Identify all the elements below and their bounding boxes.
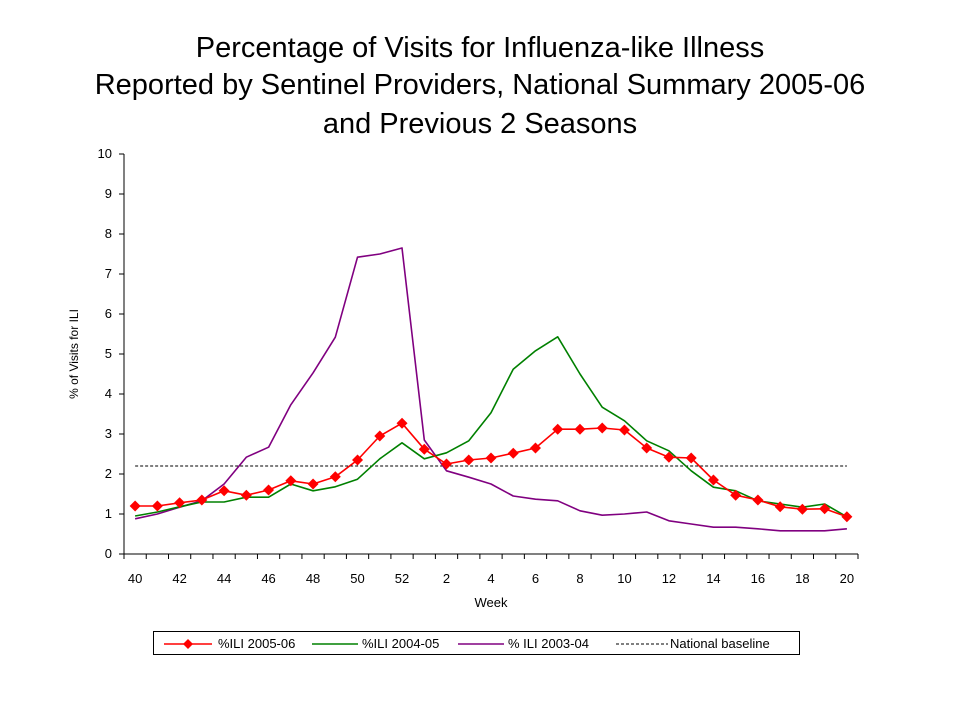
legend-label-2005-06: %ILI 2005-06 [218, 636, 296, 651]
x-tick-label: 2 [443, 571, 450, 586]
data-point-marker [485, 452, 497, 464]
y-tick-label: 10 [98, 146, 112, 161]
data-point-marker [552, 423, 564, 435]
y-tick-label: 7 [105, 266, 112, 281]
chart-title-line-3: and Previous 2 Seasons [322, 108, 638, 140]
data-point-marker [263, 484, 275, 496]
series-line-2 [134, 247, 847, 532]
chart-legend: %ILI 2005-06 %ILI 2004-05 % ILI 2003-04 … [153, 631, 800, 655]
x-tick-label: 4 [487, 571, 494, 586]
series-line-0 [135, 422, 848, 518]
data-point-marker [352, 454, 364, 466]
data-point-marker [796, 503, 808, 515]
data-point-marker [396, 417, 408, 429]
x-tick-label: 18 [795, 571, 809, 586]
data-point-marker [196, 494, 208, 506]
x-tick-label: 40 [128, 571, 142, 586]
legend-swatch-2004-05 [312, 643, 358, 645]
legend-swatch-baseline [616, 643, 668, 645]
data-point-marker [285, 475, 297, 487]
y-tick-label: 2 [105, 466, 112, 481]
y-tick-label: 6 [105, 306, 112, 321]
chart-title-line-2: Reported by Sentinel Providers, National… [94, 69, 866, 101]
x-tick-label: 42 [172, 571, 186, 586]
y-tick-label: 3 [105, 426, 112, 441]
data-point-marker [618, 424, 630, 436]
data-point-marker [240, 489, 252, 501]
data-point-marker [151, 500, 163, 512]
data-point-marker [329, 471, 341, 483]
data-point-marker [774, 501, 786, 513]
legend-label-2004-05: %ILI 2004-05 [362, 636, 440, 651]
chart-title-line-1: Percentage of Visits for Influenza-like … [195, 32, 765, 64]
x-tick-label: 12 [662, 571, 676, 586]
data-point-marker [529, 442, 541, 454]
data-point-marker [507, 447, 519, 459]
data-point-marker [374, 430, 386, 442]
legend-label-baseline: National baseline [670, 636, 770, 651]
x-tick-label: 10 [617, 571, 631, 586]
data-point-marker [819, 503, 831, 515]
data-point-marker [663, 451, 675, 463]
data-point-marker [129, 500, 141, 512]
series-line-1 [134, 335, 848, 518]
data-point-marker [641, 442, 653, 454]
legend-swatch-2005-06 [164, 639, 212, 649]
y-tick-label: 8 [105, 226, 112, 241]
data-point-marker [707, 474, 719, 486]
legend-label-2003-04: % ILI 2003-04 [508, 636, 589, 651]
data-point-marker [218, 485, 230, 497]
data-point-marker [841, 511, 853, 523]
data-point-marker [307, 478, 319, 490]
data-point-marker [463, 454, 475, 466]
y-tick-label: 9 [105, 186, 112, 201]
data-point-marker [418, 443, 430, 455]
x-tick-label: 52 [395, 571, 409, 586]
data-point-marker [174, 497, 186, 509]
data-point-marker [730, 489, 742, 501]
x-tick-label: 46 [261, 571, 275, 586]
x-axis-title: Week [475, 595, 508, 610]
legend-swatch-2003-04 [458, 643, 504, 645]
data-point-marker [596, 422, 608, 434]
data-point-marker [574, 423, 586, 435]
data-point-marker [441, 458, 453, 470]
y-tick-label: 5 [105, 346, 112, 361]
y-axis-title: % of Visits for ILI [67, 309, 81, 399]
y-tick-label: 4 [105, 386, 112, 401]
x-tick-label: 50 [350, 571, 364, 586]
x-tick-label: 8 [576, 571, 583, 586]
x-tick-label: 6 [532, 571, 539, 586]
x-tick-label: 48 [306, 571, 320, 586]
data-point-marker [752, 494, 764, 506]
x-tick-label: 44 [217, 571, 231, 586]
data-point-marker [685, 452, 697, 464]
x-tick-label: 16 [751, 571, 765, 586]
y-tick-label: 0 [105, 546, 112, 561]
y-tick-label: 1 [105, 506, 112, 521]
x-tick-label: 14 [706, 571, 720, 586]
x-tick-label: 20 [840, 571, 854, 586]
